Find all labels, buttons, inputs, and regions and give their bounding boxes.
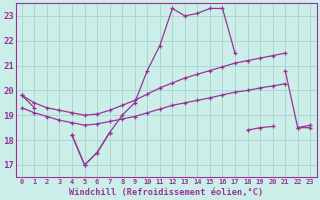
X-axis label: Windchill (Refroidissement éolien,°C): Windchill (Refroidissement éolien,°C) [69,188,263,197]
